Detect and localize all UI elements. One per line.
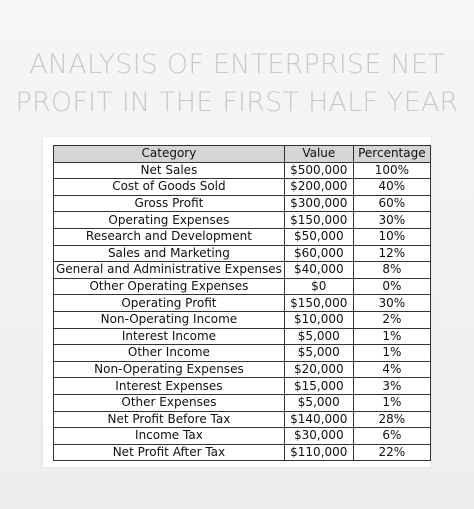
row-category-cell: Non-Operating Expenses (53, 360, 285, 379)
row-category-cell: Interest Expenses (53, 377, 285, 395)
row-value-cell: $60,000 (283, 244, 354, 263)
table-row: Sales and Marketing $60,000 12% (53, 244, 432, 263)
row-percentage-cell: 100% (352, 161, 432, 180)
row-value-cell: $150,000 (283, 211, 354, 229)
table-row: Interest Expenses $15,000 3% (53, 377, 432, 395)
row-percentage-cell: 1% (352, 344, 432, 362)
page-title-line-2: PROFIT IN THE FIRST HALF YEAR (15, 87, 459, 118)
row-category-cell: Research and Development (53, 227, 285, 246)
row-value-cell: $5,000 (283, 393, 354, 412)
row-percentage-cell: 30% (352, 294, 432, 312)
row-value-cell: $15,000 (283, 377, 354, 395)
row-category-cell: Gross Profit (53, 194, 285, 213)
row-percentage-cell: 3% (352, 377, 432, 395)
row-percentage-cell: 22% (352, 443, 432, 462)
table-row: Operating Profit $150,000 30% (53, 294, 432, 312)
row-value-cell: $40,000 (283, 261, 354, 279)
table-row: Research and Development $50,000 10% (53, 227, 432, 246)
row-value-cell: $50,000 (283, 227, 354, 246)
row-percentage-cell: 12% (352, 244, 432, 263)
table-header-row: Category Value Percentage (53, 145, 432, 163)
table-row: Cost of Goods Sold $200,000 40% (53, 178, 432, 196)
row-category-cell: Non-Operating Income (53, 310, 285, 329)
row-category-cell: Other Expenses (53, 393, 285, 412)
table-row: Other Operating Expenses $0 0% (53, 277, 432, 296)
row-category-cell: Net Profit Before Tax (53, 410, 285, 429)
row-category-cell: Interest Income (53, 327, 285, 346)
table-card: Category Value Percentage Net Sales $500,… (43, 137, 432, 467)
table-row: Net Profit After Tax $110,000 22% (53, 443, 432, 462)
row-percentage-cell: 6% (352, 427, 432, 445)
table-row: Other Expenses $5,000 1% (53, 393, 432, 412)
table-row: Non-Operating Expenses $20,000 4% (53, 360, 432, 379)
row-percentage-cell: 4% (352, 360, 432, 379)
table-row: Non-Operating Income $10,000 2% (53, 310, 432, 329)
row-category-cell: Other Operating Expenses (53, 277, 285, 296)
row-percentage-cell: 8% (352, 261, 432, 279)
header-percentage: Percentage (352, 145, 432, 163)
row-category-cell: Net Sales (53, 161, 285, 180)
row-percentage-cell: 60% (352, 194, 432, 213)
row-category-cell: Net Profit After Tax (53, 443, 285, 462)
row-value-cell: $30,000 (283, 427, 354, 445)
row-percentage-cell: 1% (352, 393, 432, 412)
table-row: Net Sales $500,000 100% (53, 161, 432, 180)
row-value-cell: $20,000 (283, 360, 354, 379)
row-percentage-cell: 1% (352, 327, 432, 346)
row-value-cell: $10,000 (283, 310, 354, 329)
row-value-cell: $150,000 (283, 294, 354, 312)
row-percentage-cell: 28% (352, 410, 432, 429)
row-value-cell: $110,000 (283, 443, 354, 462)
row-category-cell: Operating Expenses (53, 211, 285, 229)
row-percentage-cell: 2% (352, 310, 432, 329)
row-category-cell: General and Administrative Expenses (53, 261, 285, 279)
row-value-cell: $5,000 (283, 327, 354, 346)
row-value-cell: $300,000 (283, 194, 354, 213)
table-row: Gross Profit $300,000 60% (53, 194, 432, 213)
row-value-cell: $0 (283, 277, 354, 296)
row-percentage-cell: 30% (352, 211, 432, 229)
table-row: Other Income $5,000 1% (53, 344, 432, 362)
row-category-cell: Income Tax (53, 427, 285, 445)
row-value-cell: $500,000 (283, 161, 354, 180)
table-row: Income Tax $30,000 6% (53, 427, 432, 445)
profit-table: Category Value Percentage Net Sales $500,… (53, 145, 432, 462)
table-row: Operating Expenses $150,000 30% (53, 211, 432, 229)
table-row: General and Administrative Expenses $40,0… (53, 261, 432, 279)
header-category: Category (53, 145, 285, 163)
row-percentage-cell: 40% (352, 178, 432, 196)
row-category-cell: Other Income (53, 344, 285, 362)
table-body: Net Sales $500,000 100% Cost of Goods Sold $… (53, 161, 432, 462)
row-category-cell: Cost of Goods Sold (53, 178, 285, 196)
table-row: Interest Income $5,000 1% (53, 327, 432, 346)
row-value-cell: $5,000 (283, 344, 354, 362)
row-category-cell: Operating Profit (53, 294, 285, 312)
row-value-cell: $200,000 (283, 178, 354, 196)
row-value-cell: $140,000 (283, 410, 354, 429)
page-title-line-1: ANALYSIS OF ENTERPRISE NET (29, 49, 445, 80)
row-percentage-cell: 10% (352, 227, 432, 246)
table-row: Net Profit Before Tax $140,000 28% (53, 410, 432, 429)
row-percentage-cell: 0% (352, 277, 432, 296)
row-category-cell: Sales and Marketing (53, 244, 285, 263)
page-title: ANALYSIS OF ENTERPRISE NET PROFIT IN THE… (0, 46, 474, 122)
header-value: Value (283, 145, 354, 163)
